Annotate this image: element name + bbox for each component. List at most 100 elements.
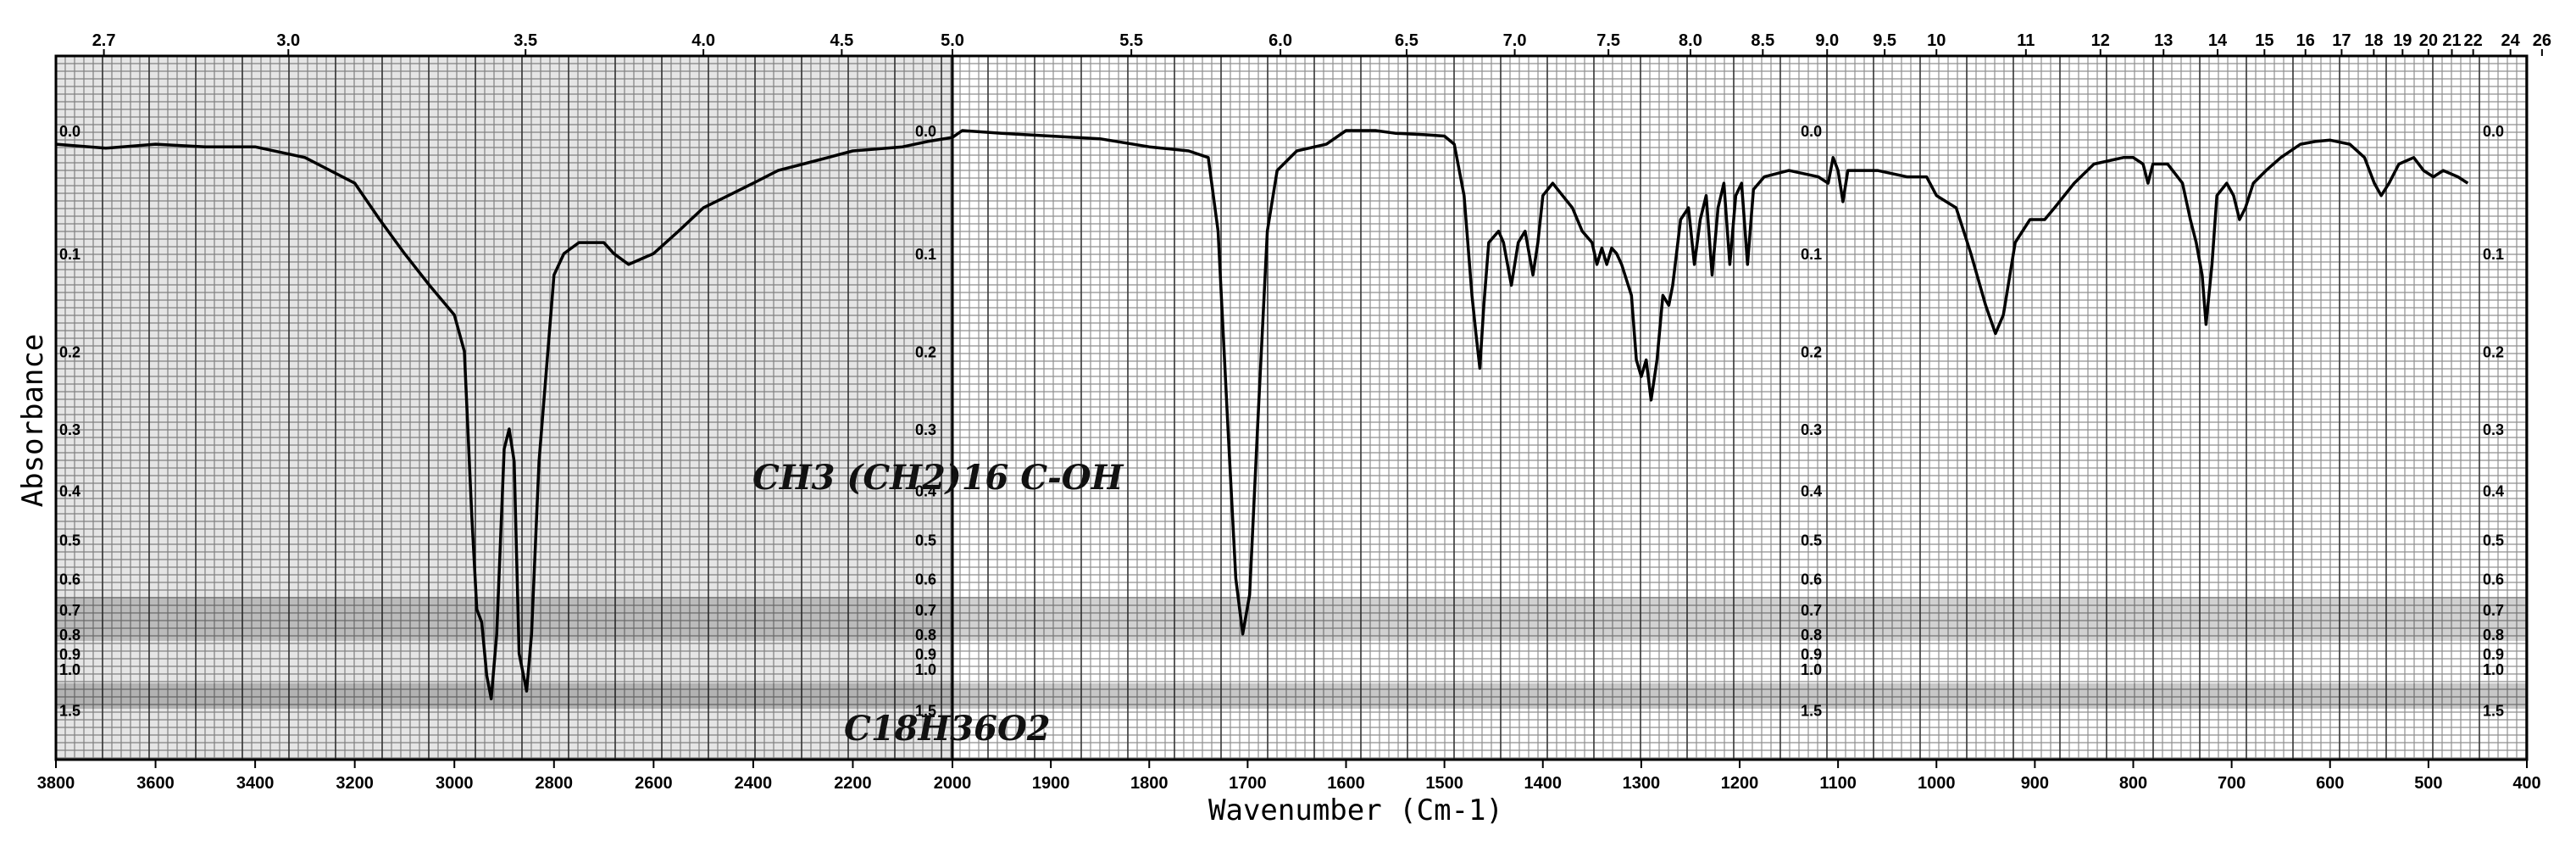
top-tick-label: 6.5 <box>1395 31 1418 50</box>
y-tick-label: 0.3 <box>2483 421 2504 438</box>
bottom-tick-label: 1600 <box>1327 774 1365 793</box>
y-tick-label: 0.2 <box>2483 343 2504 360</box>
bottom-tick-label: 2400 <box>735 774 773 793</box>
y-tick-label: 1.0 <box>59 661 80 678</box>
y-tick-label: 0.9 <box>2483 646 2504 663</box>
bottom-tick-label: 1900 <box>1032 774 1070 793</box>
y-tick-label: 0.5 <box>1801 532 1822 549</box>
y-tick-label: 0.0 <box>915 123 936 140</box>
y-tick-label: 0.4 <box>2483 483 2504 500</box>
y-tick-label: 0.2 <box>1801 343 1822 360</box>
y-tick-label: 0.6 <box>59 571 80 588</box>
y-tick-label: 0.4 <box>1801 483 1822 500</box>
y-tick-label: 1.5 <box>2483 702 2504 719</box>
top-tick-label: 22 <box>2464 31 2483 50</box>
y-tick-label: 0.9 <box>1801 646 1822 663</box>
bottom-tick-label: 2800 <box>536 774 574 793</box>
y-tick-label: 0.1 <box>59 246 80 263</box>
y-tick-label: 0.6 <box>1801 571 1822 588</box>
top-tick-label: 13 <box>2154 31 2173 50</box>
spectrum-line <box>55 129 2469 701</box>
top-tick-label: 7.0 <box>1503 31 1527 50</box>
bottom-tick-label: 1300 <box>1623 774 1661 793</box>
bottom-tick-label: 800 <box>2119 774 2147 793</box>
top-tick-label: 6.0 <box>1269 31 1292 50</box>
bottom-tick-label: 1200 <box>1721 774 1759 793</box>
top-tick-label: 26 <box>2533 31 2551 50</box>
top-tick-label: 5.0 <box>941 31 964 50</box>
bottom-tick-label: 500 <box>2414 774 2442 793</box>
plot-frame <box>54 54 2529 761</box>
bottom-tick-label: 3800 <box>37 774 75 793</box>
y-tick-label: 1.5 <box>1801 702 1822 719</box>
bottom-tick-label: 900 <box>2021 774 2049 793</box>
top-tick-label: 16 <box>2296 31 2315 50</box>
y-tick-label: 0.9 <box>59 646 80 663</box>
grid-shade <box>56 56 952 760</box>
top-tick-label: 4.0 <box>691 31 715 50</box>
top-tick-label: 14 <box>2208 31 2228 50</box>
y-tick-label: 0.5 <box>915 532 936 549</box>
y-tick-label: 0.3 <box>59 421 80 438</box>
y-tick-label: 0.4 <box>59 483 80 500</box>
y-tick-label: 0.7 <box>1801 602 1822 619</box>
top-tick-label: 5.5 <box>1119 31 1143 50</box>
bottom-tick-label: 1500 <box>1425 774 1463 793</box>
top-tick-label: 18 <box>2364 31 2383 50</box>
y-tick-label: 0.5 <box>2483 532 2504 549</box>
bottom-tick-label: 400 <box>2512 774 2540 793</box>
bottom-tick-label: 1000 <box>1918 774 1956 793</box>
bottom-tick-label: 1700 <box>1229 774 1267 793</box>
y-tick-label: 1.5 <box>59 702 80 719</box>
grid-band <box>56 683 2527 709</box>
y-tick-label: 0.7 <box>59 602 80 619</box>
bottom-tick-label: 700 <box>2218 774 2246 793</box>
y-tick-label: 1.0 <box>2483 661 2504 678</box>
y-axis-label: Absorbance <box>16 333 50 508</box>
y-tick-label: 0.9 <box>915 646 936 663</box>
y-tick-label: 0.0 <box>1801 123 1822 140</box>
top-tick-label: 9.5 <box>1873 31 1896 50</box>
y-tick-label: 0.3 <box>1801 421 1822 438</box>
y-tick-label: 0.8 <box>915 627 936 643</box>
top-tick-label: 3.5 <box>514 31 537 50</box>
bottom-tick-label: 3400 <box>236 774 275 793</box>
y-tick-label: 1.0 <box>915 661 936 678</box>
top-tick-label: 20 <box>2419 31 2438 50</box>
top-tick-label: 10 <box>1927 31 1946 50</box>
y-tick-label: 0.6 <box>2483 571 2504 588</box>
bottom-tick-label: 2600 <box>635 774 673 793</box>
grid-major <box>55 56 2527 760</box>
bottom-tick-label: 3200 <box>336 774 374 793</box>
bottom-tick-label: 2000 <box>934 774 972 793</box>
top-tick-label: 12 <box>2091 31 2110 50</box>
top-tick-label: 3.0 <box>276 31 300 50</box>
y-tick-label: 1.0 <box>1801 661 1822 678</box>
top-tick-label: 19 <box>2393 31 2412 50</box>
grid-band <box>56 597 2527 641</box>
top-tick-label: 17 <box>2332 31 2351 50</box>
top-tick-label: 2.7 <box>92 31 116 50</box>
bottom-tick-label: 1100 <box>1819 774 1856 793</box>
top-tick-label: 8.5 <box>1751 31 1774 50</box>
y-tick-label: 1.5 <box>915 702 936 719</box>
x-axis-label: Wavenumber (Cm-1) <box>1208 794 1503 827</box>
top-tick-label: 9.0 <box>1815 31 1839 50</box>
y-tick-label: 0.3 <box>915 421 936 438</box>
top-tick-label: 4.5 <box>830 31 853 50</box>
bottom-tick-label: 1400 <box>1524 774 1563 793</box>
top-tick-label: 8.0 <box>1679 31 1702 50</box>
y-tick-label: 0.5 <box>59 532 80 549</box>
top-tick-label: 21 <box>2442 31 2461 50</box>
y-tick-label: 0.0 <box>2483 123 2504 140</box>
y-tick-label: 0.8 <box>59 627 80 643</box>
annotation-formula-molecular: C18H36O2 <box>844 709 1051 749</box>
top-tick-label: 7.5 <box>1596 31 1620 50</box>
tick-labels: 3800 3600 3400 3200 3000 2800 2600 2400 2200 2000… <box>37 31 2551 793</box>
y-tick-label: 0.1 <box>2483 246 2504 263</box>
bottom-tick-label: 3600 <box>136 774 175 793</box>
annotation-formula-structural: CH3 (CH2)16 C-OH <box>752 458 1124 498</box>
y-tick-label: 0.4 <box>915 483 936 500</box>
y-tick-label: 0.7 <box>915 602 936 619</box>
bottom-tick-label: 1800 <box>1130 774 1169 793</box>
